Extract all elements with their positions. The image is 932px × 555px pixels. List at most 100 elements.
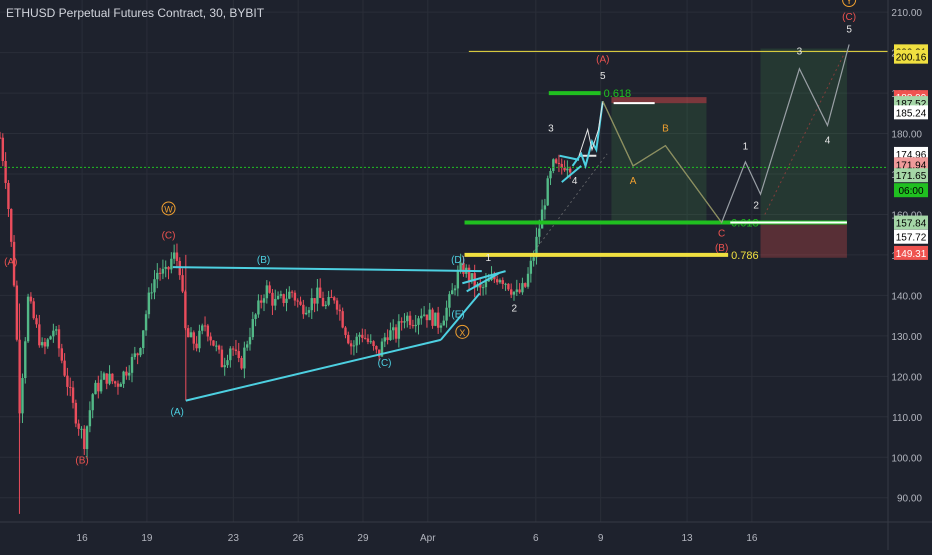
red-box-top (611, 97, 707, 104)
price-149-31-bg (894, 245, 928, 260)
candle-body (66, 375, 69, 387)
candle-body (327, 296, 330, 305)
candle-body (209, 336, 212, 341)
candle-body (282, 294, 285, 303)
pennant-upper (559, 154, 580, 161)
symbol-title: ETHUSD Perpetual Futures Contract, 30, B… (6, 6, 265, 20)
candle-body (524, 283, 527, 287)
candle-body (417, 318, 420, 325)
candle-body (352, 345, 356, 347)
candle-body (442, 320, 445, 326)
candle-body (254, 314, 257, 320)
candle-body (369, 341, 372, 343)
price-149-31: 149.31 (896, 249, 927, 260)
y-tick-label: 100.00 (891, 453, 922, 464)
candle-body (220, 349, 224, 368)
candle-body (276, 295, 280, 299)
candle-body (167, 266, 170, 270)
candle-body (24, 341, 27, 379)
candle-body (175, 252, 179, 261)
candle-body (293, 292, 297, 301)
candle-body (504, 283, 507, 285)
x-tick-label: 13 (682, 533, 694, 544)
candle-body (563, 167, 566, 171)
candle-body (54, 329, 58, 331)
candle-body (181, 275, 184, 292)
candle-body (436, 312, 440, 328)
candle-body (192, 332, 196, 344)
candle-body (186, 328, 190, 338)
candle-body (333, 297, 336, 301)
candle-body (71, 387, 75, 403)
candle-body (203, 325, 207, 327)
label-B-red-proj: (B) (715, 243, 728, 254)
candle-body (217, 345, 221, 350)
price-185-24-bg (894, 105, 928, 120)
candle-body (568, 168, 572, 173)
price-countdown: 06:00 (898, 186, 923, 197)
candle-body (507, 283, 510, 290)
candle-body (237, 351, 240, 358)
candle-body (383, 337, 386, 342)
wedge-x-e (439, 292, 481, 341)
price-185-24: 185.24 (896, 108, 927, 119)
candle-body (302, 304, 305, 315)
label-A-red-top: (A) (596, 55, 609, 66)
x-tick-label: 29 (357, 533, 369, 544)
x-tick-label: 6 (533, 533, 539, 544)
price-174-96: 174.96 (896, 150, 927, 161)
candle-body (487, 279, 490, 282)
candle-body (321, 297, 325, 307)
zone-diagonal (764, 52, 846, 215)
candle-body (366, 338, 370, 342)
x-tick-label: Apr (420, 533, 436, 544)
pennant-lower (561, 165, 582, 183)
candle-body (133, 353, 137, 357)
candle-body (344, 327, 347, 335)
candle-body (484, 281, 488, 288)
candle-body (560, 163, 563, 168)
label-A-orange: A (630, 176, 637, 187)
x-axis: 16 19 23 26 29 Apr 6 9 13 16 (0, 521, 932, 544)
candle-body (198, 330, 201, 349)
y-tick-label: 210.00 (891, 8, 922, 19)
candle-body (397, 321, 401, 339)
candle-body (324, 304, 328, 307)
candle-body (521, 283, 524, 293)
candle-body (85, 426, 89, 450)
fib-0618-top-label: 0.618 (604, 88, 632, 100)
candle-body (394, 327, 398, 339)
candle-body (170, 258, 173, 270)
candle-body (142, 330, 145, 349)
label-W: W (164, 204, 173, 214)
candle-body (113, 381, 117, 384)
candle-body (7, 182, 10, 210)
candle-body (318, 287, 322, 298)
candle-body (251, 319, 254, 338)
label-B-cyan: (B) (257, 255, 270, 266)
candle-body (422, 314, 426, 316)
label-D-cyan: (D) (451, 255, 465, 266)
candle-body (445, 307, 448, 321)
candle-body (43, 342, 47, 347)
label-C-red-top: (C) (842, 12, 856, 23)
candle-body (290, 291, 294, 293)
candle-body (535, 236, 538, 258)
candle-body (341, 311, 344, 328)
candle-body (501, 280, 504, 284)
label-1-proj: 1 (743, 142, 749, 153)
candle-body (532, 257, 535, 261)
candle-body (389, 330, 392, 341)
candle-body (307, 310, 311, 313)
candle-body (161, 268, 165, 274)
candle-body (414, 324, 417, 327)
candle-body (271, 292, 274, 306)
candle-body (226, 360, 229, 366)
candle-body (392, 327, 395, 331)
candle-body (40, 342, 44, 346)
candle-body (546, 178, 549, 206)
candle-body (288, 291, 291, 299)
candle-body (164, 266, 167, 269)
